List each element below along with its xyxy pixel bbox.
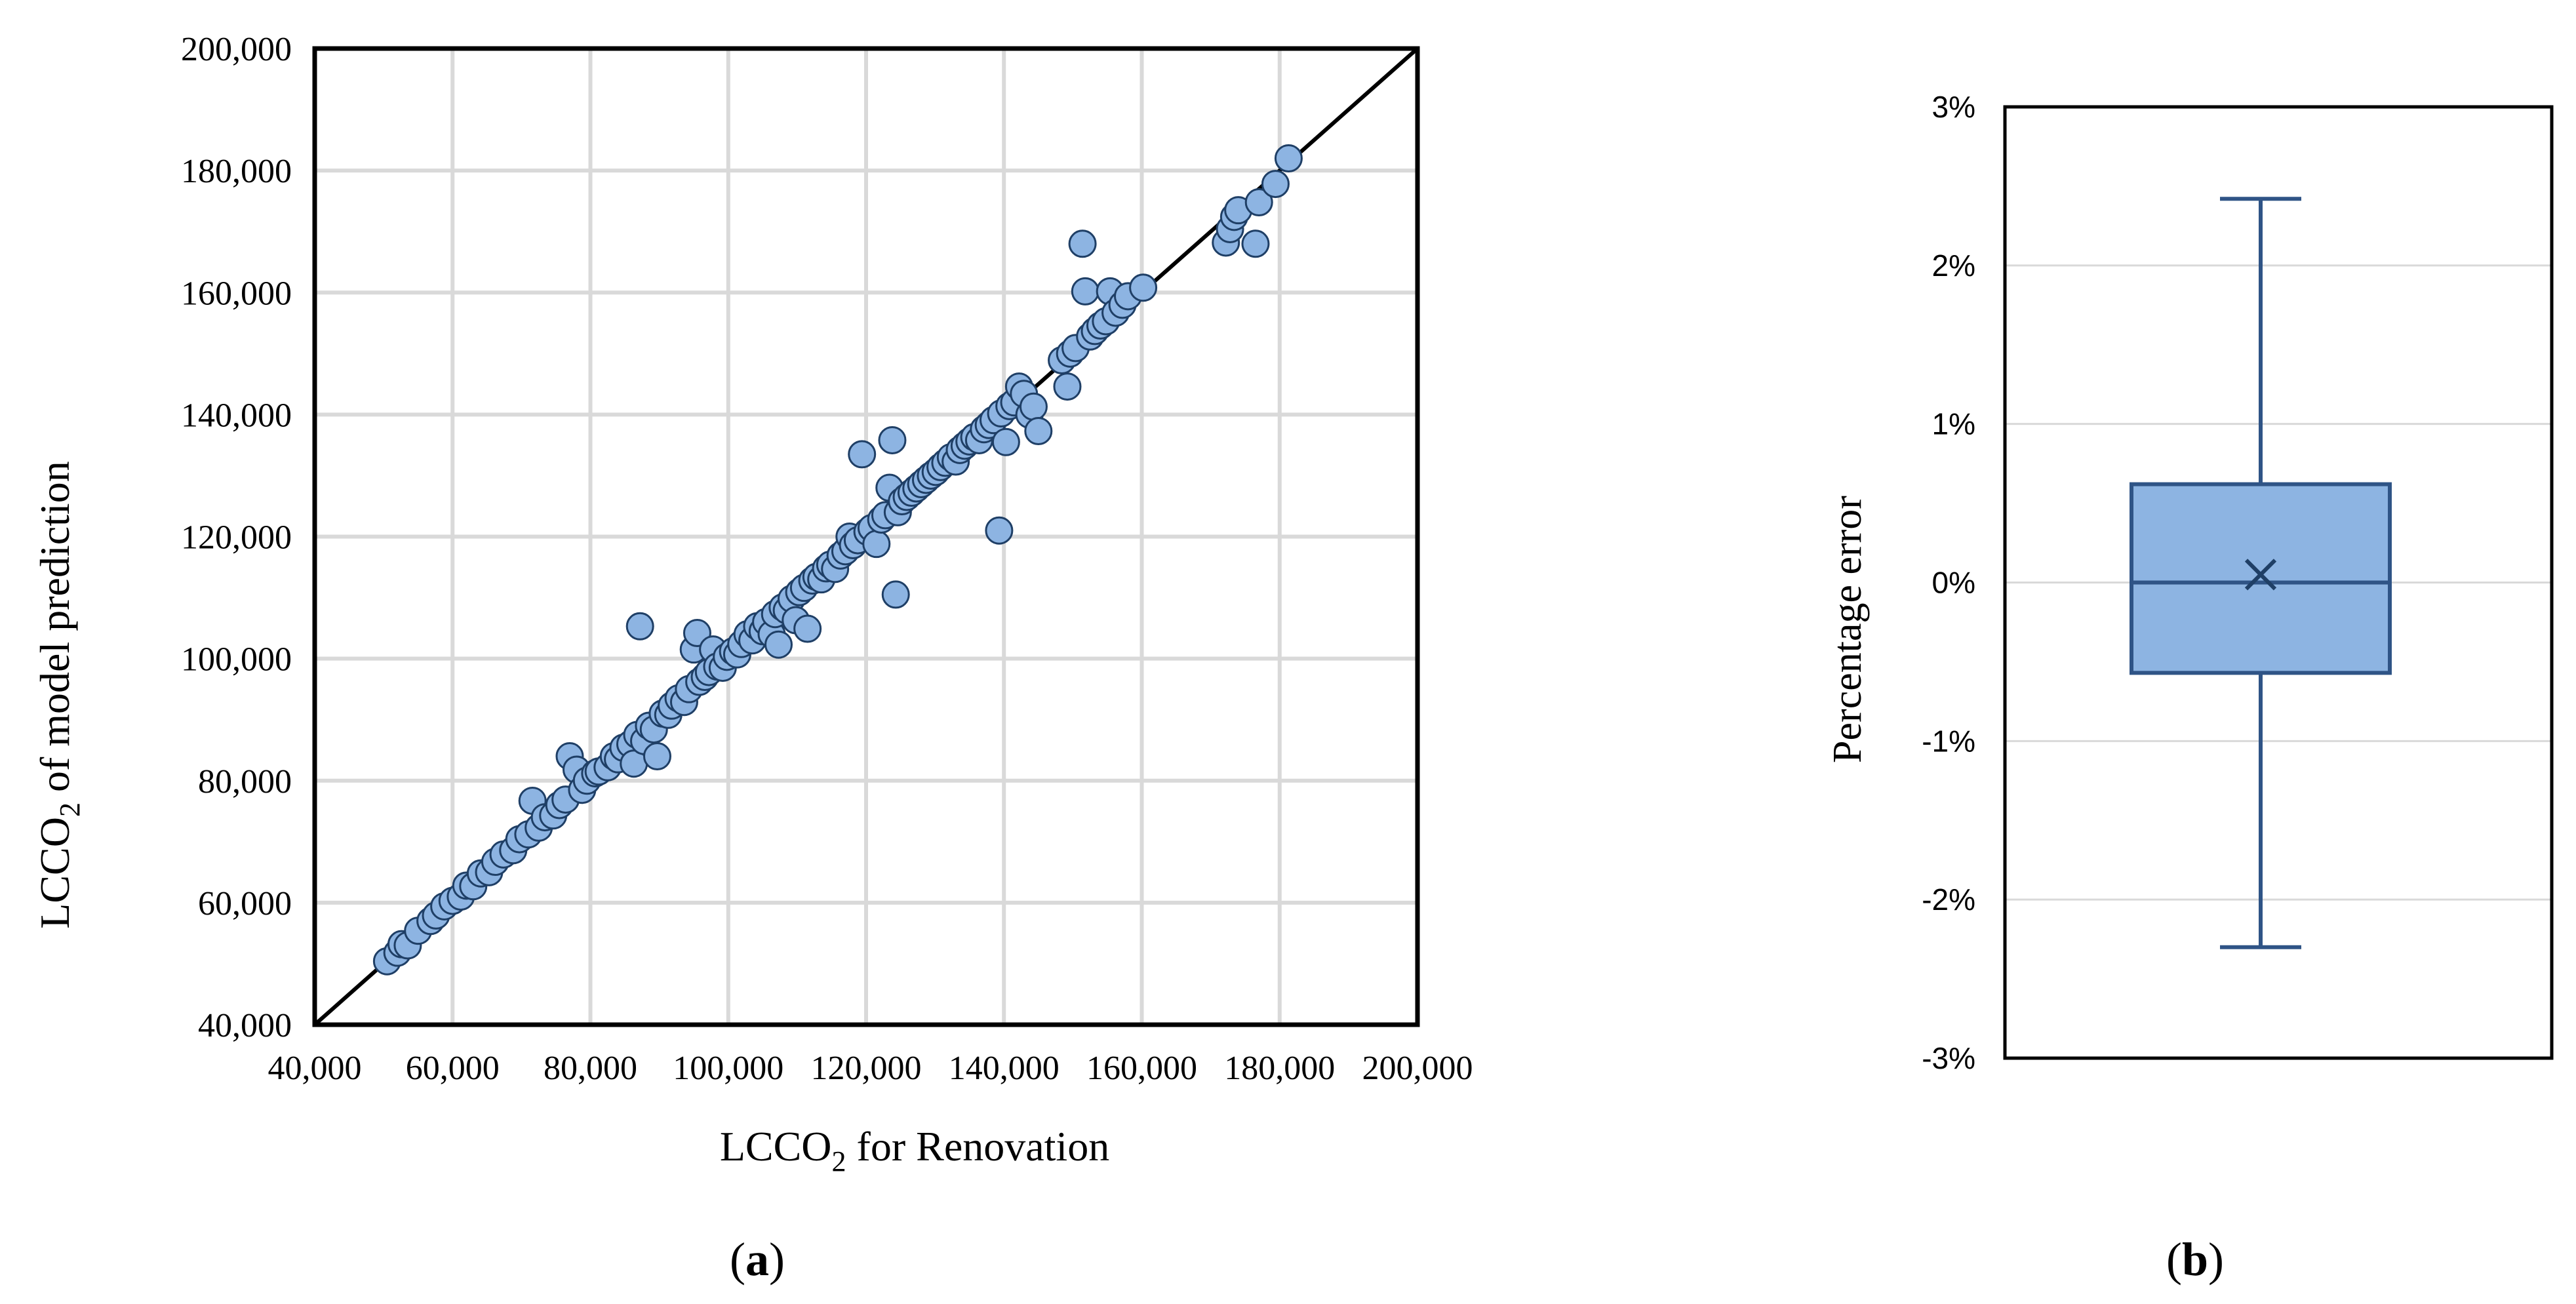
boxplot-plot-frame: [2003, 105, 2554, 1060]
scatter-point: [764, 630, 793, 659]
scatter-point: [625, 612, 654, 641]
y-tick-label: 0%: [1932, 566, 1975, 600]
y-tick-label: 120,000: [181, 519, 292, 557]
scatter-point: [1274, 144, 1303, 173]
mean-marker: [2244, 559, 2277, 591]
y-tick-label: 200,000: [181, 31, 292, 68]
scatter-point: [881, 580, 910, 609]
scatter-point: [1068, 229, 1097, 258]
scatter-point: [1261, 170, 1290, 199]
y-tick-label: -2%: [1922, 882, 1975, 917]
boxplot-panel: -3% -2% -1% 0% 1% 2% 3% Percentage error (b): [1825, 90, 2554, 1286]
panel-b-label: b: [2182, 1233, 2208, 1286]
scatter-y-axis-title: LCCO2 of model prediction: [31, 461, 86, 928]
scatter-points: [372, 144, 1303, 976]
y-tick-label: 140,000: [181, 397, 292, 434]
x-tick-label: 80,000: [544, 1050, 637, 1087]
x-axis-title-subscript: 2: [832, 1145, 846, 1177]
mean-marker-stroke: [2244, 559, 2277, 591]
y-tick-label: 160,000: [181, 275, 292, 312]
x-tick-label: 160,000: [1086, 1050, 1197, 1087]
boxplot-y-axis-title: Percentage error: [1825, 496, 1870, 763]
scatter-point: [985, 516, 1014, 545]
panel-a-caption: (a): [730, 1233, 785, 1286]
scatter-x-axis-title: LCCO2 for Renovation: [720, 1123, 1109, 1177]
scatter-point: [1244, 188, 1273, 217]
x-tick-label: 40,000: [268, 1050, 362, 1087]
scatter-point: [643, 742, 671, 771]
y-tick-label: 1%: [1932, 407, 1975, 441]
x-tick-label: 120,000: [811, 1050, 922, 1087]
y-axis-title-suffix: of model prediction: [31, 461, 78, 802]
x-axis-title-prefix: LCCO: [720, 1123, 832, 1170]
y-tick-label: 3%: [1932, 90, 1975, 124]
y-tick-label: 60,000: [198, 885, 292, 922]
x-tick-label: 60,000: [406, 1050, 500, 1087]
y-tick-label: 80,000: [198, 763, 292, 800]
scatter-point: [1024, 417, 1053, 446]
scatter-point: [878, 425, 907, 454]
scatter-x-tick-labels: 40,000 60,000 80,000 100,000 120,000 140,000 1…: [268, 1050, 1473, 1087]
panel-b-caption: (b): [2166, 1233, 2224, 1286]
y-tick-label: 100,000: [181, 641, 292, 679]
scatter-point: [1019, 392, 1048, 421]
scatter-point: [793, 614, 822, 643]
scatter-point: [1129, 273, 1158, 302]
y-tick-label: -3%: [1922, 1041, 1975, 1075]
y-axis-title-prefix: LCCO: [31, 817, 78, 929]
x-tick-label: 100,000: [673, 1050, 783, 1087]
scatter-plot-frame: [312, 46, 1420, 1027]
y-tick-label: -1%: [1922, 724, 1975, 758]
scatter-y-tick-labels: 40,000 60,000 80,000 100,000 120,000 140,000 1…: [181, 31, 292, 1044]
scatter-panel: 40,000 60,000 80,000 100,000 120,000 140,000 1…: [31, 31, 1473, 1286]
x-tick-label: 200,000: [1362, 1050, 1473, 1087]
panel-a-label: a: [745, 1233, 769, 1286]
x-tick-label: 140,000: [949, 1050, 1060, 1087]
interquartile-box: [2130, 482, 2392, 675]
scatter-point: [1071, 277, 1100, 306]
boxplot-y-tick-labels: -3% -2% -1% 0% 1% 2% 3%: [1922, 90, 1975, 1075]
scatter-point: [991, 427, 1020, 456]
y-axis-title-subscript: 2: [54, 802, 86, 817]
y-tick-label: 180,000: [181, 153, 292, 190]
scatter-point: [862, 530, 891, 559]
scatter-point: [848, 440, 877, 469]
x-tick-label: 180,000: [1224, 1050, 1335, 1087]
scatter-point: [1053, 372, 1082, 401]
y-tick-label: 40,000: [198, 1007, 292, 1044]
x-axis-title-suffix: for Renovation: [846, 1123, 1110, 1170]
y-tick-label: 2%: [1932, 248, 1975, 283]
scatter-point: [1241, 229, 1270, 258]
